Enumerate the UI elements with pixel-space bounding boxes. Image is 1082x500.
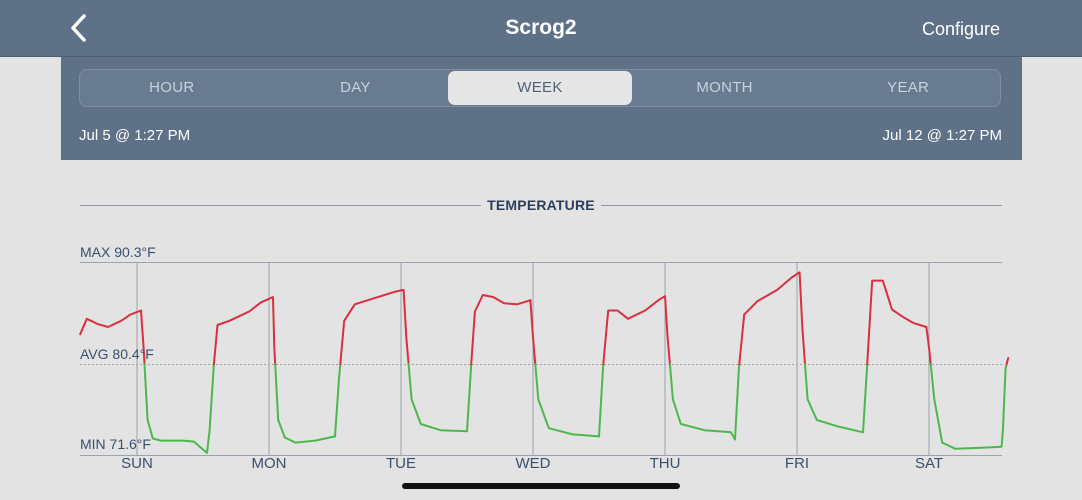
min-temperature-label: MIN 71.6°F	[80, 436, 151, 452]
time-range-segmented-control: HOUR DAY WEEK MONTH YEAR	[79, 69, 1001, 107]
back-button[interactable]	[62, 12, 96, 44]
above-avg-segment	[212, 296, 277, 366]
avg-temperature-label: AVG 80.4°F	[80, 346, 154, 362]
tab-day[interactable]: DAY	[340, 79, 371, 96]
above-avg-segment	[738, 271, 806, 366]
above-avg-segment	[339, 288, 410, 366]
above-avg-segment	[79, 309, 146, 366]
navigation-bar: Scrog2 Configure	[0, 0, 1082, 57]
temperature-series	[79, 271, 1010, 454]
above-avg-segment	[470, 294, 537, 366]
range-end-date: Jul 12 @ 1:27 PM	[882, 127, 1002, 144]
below-avg-segment	[143, 363, 215, 454]
home-indicator	[402, 483, 680, 489]
page-title: Scrog2	[505, 16, 577, 39]
max-temperature-label: MAX 90.3°F	[80, 244, 156, 260]
section-title: TEMPERATURE	[0, 197, 1082, 213]
day-label-sat: SAT	[914, 455, 944, 472]
time-range-panel: HOUR DAY WEEK MONTH YEAR Jul 5 @ 1:27 PM…	[61, 57, 1022, 160]
above-avg-segment	[1005, 357, 1010, 366]
above-avg-segment	[866, 279, 932, 366]
day-label-thu: THU	[649, 455, 681, 472]
below-avg-segment	[534, 363, 605, 438]
tab-month[interactable]: MONTH	[696, 79, 753, 96]
below-avg-segment	[274, 363, 342, 444]
tab-week[interactable]: WEEK	[448, 71, 632, 105]
day-label-sun: SUN	[121, 455, 153, 472]
below-avg-segment	[929, 363, 1008, 450]
configure-button[interactable]: Configure	[921, 19, 1000, 39]
day-gridlines	[136, 262, 930, 455]
below-avg-segment	[804, 363, 869, 434]
below-avg-segment	[668, 363, 741, 441]
day-label-tue: TUE	[386, 455, 416, 472]
section-title-text: TEMPERATURE	[481, 197, 601, 213]
day-label-fri: FRI	[784, 455, 810, 472]
day-label-mon: MON	[251, 455, 287, 472]
chevron-left-icon	[71, 14, 86, 42]
below-avg-segment	[407, 363, 473, 433]
tab-hour[interactable]: HOUR	[149, 79, 195, 96]
day-label-wed: WED	[515, 455, 551, 472]
tab-year[interactable]: YEAR	[887, 79, 930, 96]
above-avg-segment	[602, 295, 671, 366]
range-start-date: Jul 5 @ 1:27 PM	[79, 127, 191, 144]
